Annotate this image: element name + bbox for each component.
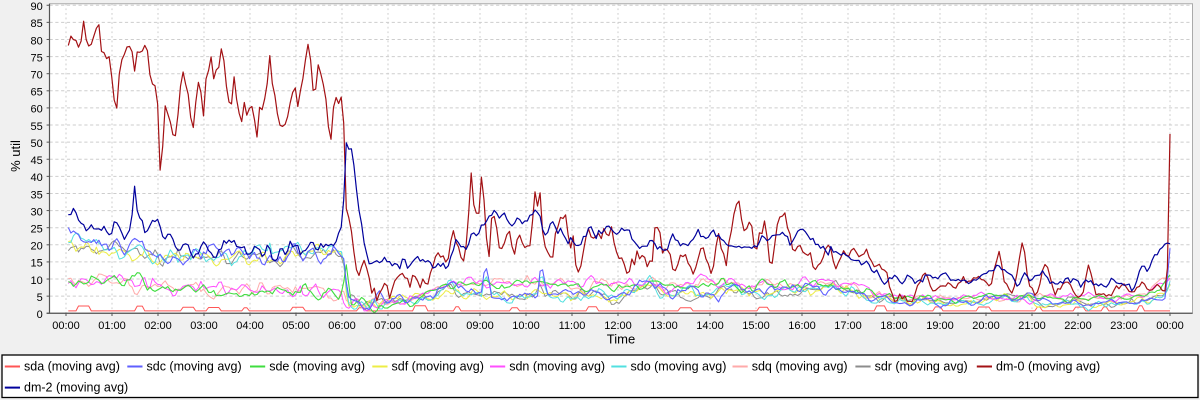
svg-text:90: 90 [31, 1, 43, 13]
svg-text:30: 30 [31, 206, 43, 218]
svg-text:sdr (moving avg): sdr (moving avg) [875, 360, 968, 374]
svg-text:sde (moving avg): sde (moving avg) [269, 360, 365, 374]
svg-text:dm-2 (moving avg): dm-2 (moving avg) [24, 381, 128, 395]
svg-text:06:00: 06:00 [328, 320, 356, 332]
svg-text:10: 10 [31, 275, 43, 287]
svg-text:15: 15 [31, 258, 43, 270]
svg-text:sdf (moving avg): sdf (moving avg) [392, 360, 484, 374]
svg-text:20:00: 20:00 [972, 320, 1000, 332]
svg-text:sdq (moving avg): sdq (moving avg) [752, 360, 848, 374]
svg-text:75: 75 [31, 52, 43, 64]
svg-text:07:00: 07:00 [374, 320, 402, 332]
svg-text:10:00: 10:00 [512, 320, 540, 332]
svg-text:70: 70 [31, 70, 43, 82]
svg-text:% util: % util [8, 140, 23, 172]
svg-text:sdo (moving avg): sdo (moving avg) [631, 360, 727, 374]
svg-text:45: 45 [31, 155, 43, 167]
svg-text:5: 5 [37, 292, 43, 304]
svg-text:sdn (moving avg): sdn (moving avg) [509, 360, 605, 374]
svg-text:dm-0 (moving avg): dm-0 (moving avg) [996, 360, 1100, 374]
svg-text:85: 85 [31, 18, 43, 30]
svg-text:15:00: 15:00 [742, 320, 770, 332]
svg-text:13:00: 13:00 [650, 320, 678, 332]
svg-text:sdc (moving avg): sdc (moving avg) [147, 360, 242, 374]
svg-text:35: 35 [31, 189, 43, 201]
svg-text:21:00: 21:00 [1018, 320, 1046, 332]
svg-text:25: 25 [31, 224, 43, 236]
svg-text:12:00: 12:00 [604, 320, 632, 332]
svg-text:03:00: 03:00 [190, 320, 218, 332]
svg-text:04:00: 04:00 [236, 320, 264, 332]
svg-text:02:00: 02:00 [144, 320, 172, 332]
svg-text:01:00: 01:00 [98, 320, 126, 332]
svg-text:19:00: 19:00 [926, 320, 954, 332]
svg-text:05:00: 05:00 [282, 320, 310, 332]
svg-text:08:00: 08:00 [420, 320, 448, 332]
svg-text:55: 55 [31, 121, 43, 133]
svg-text:Time: Time [607, 332, 635, 347]
svg-text:0: 0 [37, 309, 43, 321]
svg-text:20: 20 [31, 241, 43, 253]
svg-text:09:00: 09:00 [466, 320, 494, 332]
svg-text:sda (moving avg): sda (moving avg) [24, 360, 120, 374]
svg-text:23:00: 23:00 [1110, 320, 1138, 332]
svg-text:14:00: 14:00 [696, 320, 724, 332]
svg-text:22:00: 22:00 [1064, 320, 1092, 332]
svg-text:80: 80 [31, 35, 43, 47]
svg-text:16:00: 16:00 [788, 320, 816, 332]
svg-text:00:00: 00:00 [52, 320, 80, 332]
svg-text:50: 50 [31, 138, 43, 150]
svg-text:18:00: 18:00 [880, 320, 908, 332]
svg-text:17:00: 17:00 [834, 320, 862, 332]
svg-text:40: 40 [31, 172, 43, 184]
svg-text:60: 60 [31, 104, 43, 116]
svg-text:65: 65 [31, 87, 43, 99]
svg-text:11:00: 11:00 [559, 320, 586, 332]
svg-text:00:00: 00:00 [1156, 320, 1184, 332]
